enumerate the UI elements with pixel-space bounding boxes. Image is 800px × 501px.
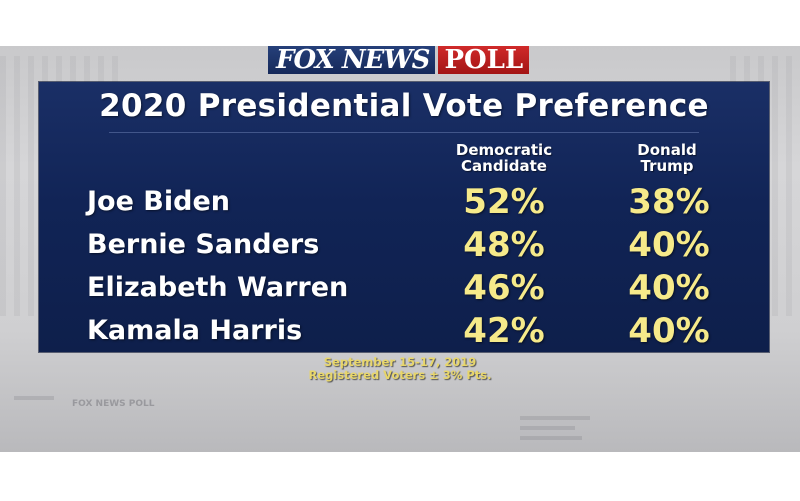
candidate-name: Bernie Sanders [87, 229, 320, 260]
donald-trump-value: 40% [628, 268, 710, 308]
background-poll-label: FOX NEWS POLL [72, 399, 155, 409]
fox-news-wordmark: FOX NEWS [268, 46, 436, 74]
column-header-line: Trump [640, 157, 694, 175]
democratic-candidate-value: 42% [463, 311, 545, 351]
democratic-candidate-value: 46% [463, 268, 545, 308]
candidate-name: Elizabeth Warren [87, 272, 349, 303]
donald-trump-value: 40% [628, 225, 710, 265]
poll-wordmark: POLL [438, 46, 530, 74]
table-row: Joe Biden 52% 38% [39, 182, 769, 226]
background-bar [520, 426, 575, 430]
background-bar [520, 436, 582, 440]
column-header-donald-trump: Donald Trump [617, 142, 717, 174]
candidate-name: Kamala Harris [87, 315, 303, 346]
chart-title: 2020 Presidential Vote Preference [99, 88, 709, 124]
poll-panel: 2020 Presidential Vote Preference Democr… [39, 82, 769, 352]
footnote-margin-of-error: Registered Voters ± 3% Pts. [308, 368, 492, 382]
footnote-date: September 15-17, 2019 [323, 355, 477, 369]
table-row: Elizabeth Warren 46% 40% [39, 268, 769, 312]
donald-trump-value: 38% [628, 182, 710, 222]
table-row: Bernie Sanders 48% 40% [39, 225, 769, 269]
democratic-candidate-value: 48% [463, 225, 545, 265]
title-divider [109, 132, 699, 133]
background-bar [520, 416, 590, 420]
column-header-democratic-candidate: Democratic Candidate [429, 142, 579, 174]
democratic-candidate-value: 52% [463, 182, 545, 222]
fox-news-poll-logo: FOX NEWS POLL [268, 46, 530, 74]
table-row: Kamala Harris 42% 40% [39, 311, 769, 355]
column-header-line: Donald [637, 141, 697, 159]
column-header-line: Candidate [461, 157, 547, 175]
candidate-name: Joe Biden [87, 186, 231, 217]
donald-trump-value: 40% [628, 311, 710, 351]
background-bar [14, 396, 54, 400]
column-header-line: Democratic [455, 141, 553, 159]
